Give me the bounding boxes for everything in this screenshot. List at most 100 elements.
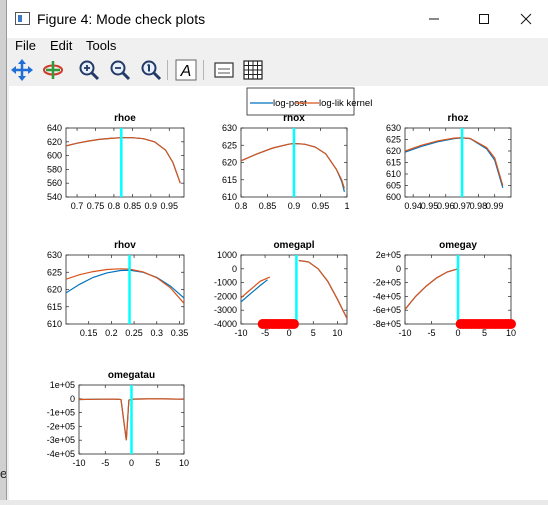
menu-edit[interactable]: Edit xyxy=(50,38,73,53)
insert-legend-button[interactable] xyxy=(212,58,236,82)
y-tick-label: 1e+05 xyxy=(50,380,75,390)
y-tick-label: -4000 xyxy=(214,319,237,329)
y-tick-label: -4e+05 xyxy=(373,291,401,301)
y-tick-label: 620 xyxy=(222,158,237,168)
legend-label-log-post: log-post xyxy=(273,98,307,109)
x-tick-label: 0.85 xyxy=(124,201,142,211)
y-tick-label: -1000 xyxy=(214,278,237,288)
series-log-lik-kernel xyxy=(66,268,184,304)
y-tick-label: 625 xyxy=(386,135,401,145)
zoom-reset-button[interactable] xyxy=(139,58,163,82)
menu-file[interactable]: File xyxy=(15,38,36,53)
y-tick-label: 640 xyxy=(47,123,62,133)
y-tick-label: -6e+05 xyxy=(373,305,401,315)
axes-title: rhov xyxy=(114,240,136,251)
series-log-post xyxy=(66,269,184,299)
x-tick-label: 0.96 xyxy=(437,201,455,211)
axes-title: omegapl xyxy=(273,240,314,251)
pan-button[interactable] xyxy=(10,58,34,82)
y-tick-label: 625 xyxy=(222,140,237,150)
minimize-icon xyxy=(429,18,439,20)
x-tick-label: 10 xyxy=(332,328,342,338)
figure-canvas[interactable]: rhoe 0.7 0.75 0.8 0.85 0.9 0.95 540 560 580 600 620… xyxy=(9,86,548,500)
y-tick-label: 0 xyxy=(232,264,237,274)
y-tick-label: 0 xyxy=(70,394,75,404)
x-tick-label: 0.8 xyxy=(235,201,248,211)
x-tick-label: 0.94 xyxy=(404,201,422,211)
toolbar: A xyxy=(7,57,548,85)
x-tick-label: 0.97 xyxy=(453,201,471,211)
zoom-out-button[interactable] xyxy=(108,58,132,82)
rotate-button[interactable] xyxy=(41,58,65,82)
axes-box xyxy=(65,127,185,198)
maximize-button[interactable] xyxy=(461,0,507,38)
y-tick-label: 620 xyxy=(47,137,62,147)
axes-rhov: rhov 0.15 0.2 0.25 0.3 0.35 610 615 620 625 630 xyxy=(47,240,188,338)
y-tick-label: 605 xyxy=(386,181,401,191)
y-tick-label: 540 xyxy=(47,192,62,202)
y-tick-label: 615 xyxy=(386,158,401,168)
y-tick-label: -2000 xyxy=(214,291,237,301)
series-log-lik-kernel xyxy=(241,259,347,319)
x-tick-label: 10 xyxy=(506,328,516,338)
y-tick-label: 0 xyxy=(396,264,401,274)
x-tick-label: 0.98 xyxy=(470,201,488,211)
plot-area xyxy=(405,268,459,310)
legend-box xyxy=(246,87,355,116)
x-tick-label: 10 xyxy=(179,458,189,468)
legend: log-post log-lik kernel xyxy=(246,87,372,116)
series-log-lik-kernel xyxy=(241,142,345,189)
x-tick-label: 0.8 xyxy=(108,201,121,211)
menu-tools[interactable]: Tools xyxy=(86,38,117,53)
figure-app-icon xyxy=(15,12,30,25)
plot-area xyxy=(79,398,184,441)
y-tick-label: 580 xyxy=(47,164,62,174)
zoom-in-icon xyxy=(79,60,100,81)
x-tick-label: 0.95 xyxy=(312,201,330,211)
x-tick-label: -5 xyxy=(261,328,269,338)
x-tick-label: 0.99 xyxy=(486,201,504,211)
series-log-lik-kernel xyxy=(66,137,181,184)
axes-rhoe: rhoe 0.7 0.75 0.8 0.85 0.9 0.95 540 560 580 600 620… xyxy=(47,113,185,211)
zoom-out-icon xyxy=(110,60,131,81)
axes-rhox: rhox 0.8 0.85 0.9 0.95 1 610 615 620 625 630 xyxy=(222,113,350,211)
grid-button[interactable] xyxy=(241,58,265,82)
y-tick-label: -3e+05 xyxy=(47,435,75,445)
zoom-reset-icon xyxy=(141,60,162,81)
desktop-edge-text: e xyxy=(0,466,8,481)
axes-title: omegatau xyxy=(108,370,155,381)
toolbar-separator xyxy=(203,60,204,80)
plot-area xyxy=(241,259,347,319)
y-tick-label: -1e+05 xyxy=(47,408,75,418)
axes-title: rhoe xyxy=(114,113,136,124)
axes-box xyxy=(65,254,185,325)
x-tick-label: 0.7 xyxy=(71,201,84,211)
y-tick-label: -4e+05 xyxy=(47,449,75,459)
text-icon: A xyxy=(175,59,197,81)
x-tick-label: -5 xyxy=(101,458,109,468)
x-tick-label: 0 xyxy=(455,328,460,338)
y-tick-label: 615 xyxy=(47,302,62,312)
rotate-icon xyxy=(43,61,63,79)
insert-text-button[interactable]: A xyxy=(174,58,198,82)
y-tick-label: 630 xyxy=(47,250,62,260)
x-tick-label: 0.35 xyxy=(171,328,189,338)
close-button[interactable] xyxy=(503,0,548,38)
y-tick-label: 2e+05 xyxy=(376,250,401,260)
x-tick-label: -5 xyxy=(427,328,435,338)
y-tick-label: -3000 xyxy=(214,305,237,315)
x-tick-label: -10 xyxy=(72,458,85,468)
series-log-lik-kernel xyxy=(79,398,184,441)
title-bar[interactable]: Figure 4: Mode check plots xyxy=(7,0,548,38)
y-tick-label: 620 xyxy=(47,285,62,295)
axes-box xyxy=(240,254,348,325)
y-tick-label: 600 xyxy=(47,151,62,161)
y-tick-label: 625 xyxy=(47,267,62,277)
x-tick-label: 0 xyxy=(287,328,292,338)
toolbar-separator xyxy=(167,60,168,80)
zoom-in-button[interactable] xyxy=(77,58,101,82)
minimize-button[interactable] xyxy=(411,0,457,38)
y-tick-label: -2e+05 xyxy=(47,421,75,431)
pan-icon xyxy=(11,59,33,81)
